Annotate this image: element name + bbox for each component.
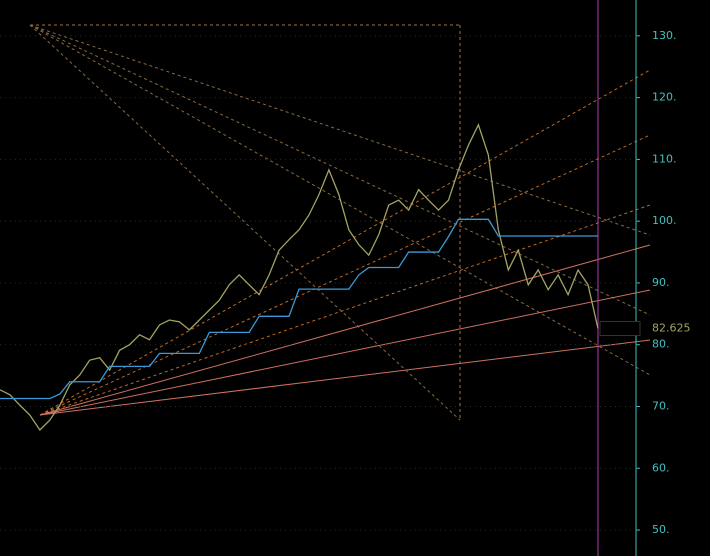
last-price-label: 82.625	[652, 322, 691, 335]
fan-line	[39, 289, 651, 416]
y-tick-label: 110.	[652, 152, 677, 165]
y-tick-label: 50.	[652, 523, 670, 536]
y-tick-label: 100.	[652, 214, 677, 227]
series-line	[0, 123, 599, 431]
last-price-box	[599, 321, 641, 337]
fan-line	[29, 24, 461, 421]
y-tick-label: 90.	[652, 276, 670, 289]
fan-line	[29, 24, 651, 236]
y-tick-label: 70.	[652, 399, 670, 412]
fan-line	[29, 24, 651, 316]
fan-line	[39, 69, 651, 416]
y-tick-label: 60.	[652, 461, 670, 474]
fan-line	[39, 134, 651, 416]
y-tick-label: 80.	[652, 338, 670, 351]
y-tick-label: 130.	[652, 29, 677, 42]
series-line	[0, 218, 598, 400]
fan-line	[39, 339, 651, 416]
fan-line	[39, 244, 651, 416]
annotations	[29, 0, 651, 556]
y-tick-label: 120.	[652, 91, 677, 104]
